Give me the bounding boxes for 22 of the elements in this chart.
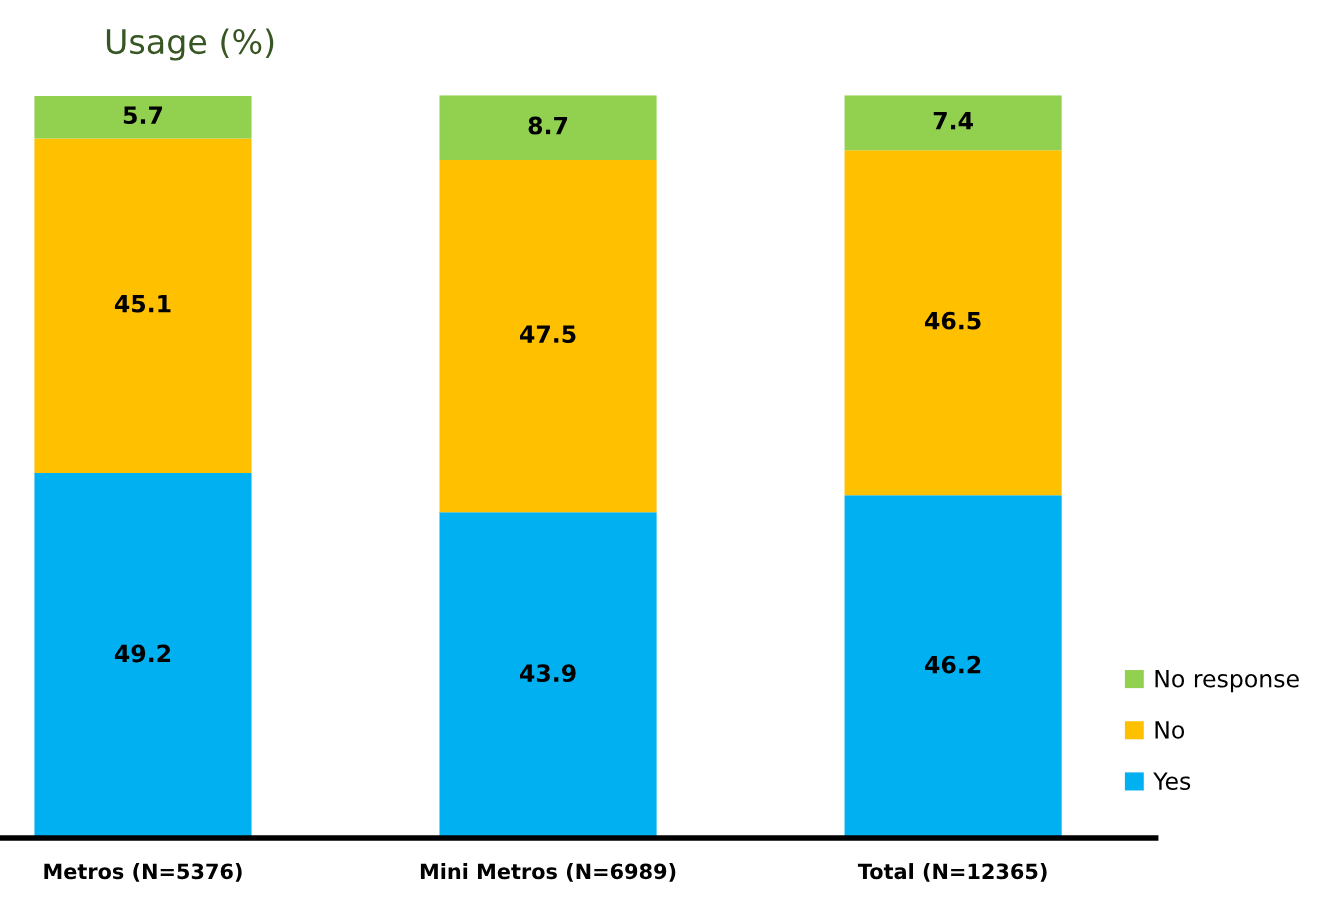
bar xyxy=(844,150,1062,496)
data-label: 47.5 xyxy=(519,325,576,343)
legend-label: Yes xyxy=(1153,772,1191,790)
data-label: 43.9 xyxy=(519,664,576,683)
data-label: 7.4 xyxy=(933,112,973,130)
x-tick-label: Mini Metros (N=6989) xyxy=(420,863,676,882)
bar xyxy=(34,96,252,139)
legend-label: No response xyxy=(1155,670,1299,693)
data-label: 5.7 xyxy=(123,106,163,125)
data-label: 8.7 xyxy=(528,116,568,135)
bar xyxy=(34,138,252,474)
bar xyxy=(439,95,657,160)
chart-title: Usage (%) xyxy=(106,28,274,61)
x-tick-label: Total (N=12365) xyxy=(857,863,1047,882)
bar xyxy=(844,95,1062,151)
x-tick-label: Metros (N=5376) xyxy=(44,863,242,882)
legend-label: No xyxy=(1155,721,1185,739)
data-label: 45.1 xyxy=(114,295,171,313)
data-label: 46.2 xyxy=(925,655,981,674)
data-label: 49.2 xyxy=(114,644,171,663)
bar xyxy=(439,159,657,513)
data-label: 46.5 xyxy=(925,311,981,330)
